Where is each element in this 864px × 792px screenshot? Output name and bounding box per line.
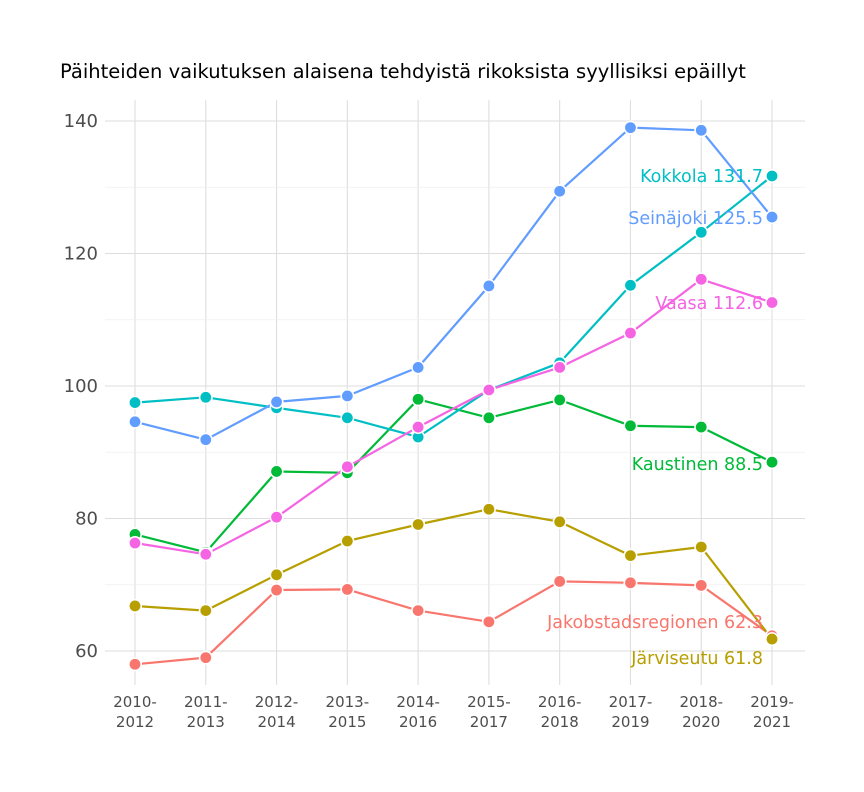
data-point	[552, 514, 567, 529]
series-lines	[134, 126, 773, 666]
y-tick-label: 140	[64, 111, 98, 132]
data-point	[340, 459, 355, 474]
data-point	[269, 394, 284, 409]
data-point	[198, 547, 213, 562]
data-point	[694, 539, 709, 554]
x-tick-label: 2018-2020	[679, 693, 723, 731]
x-axis: 2010-2012 2011-2013 2012-2014 2013-2015 2014…	[113, 693, 794, 731]
data-point	[694, 123, 709, 138]
series-end-labels: Jakobstadsregionen 62.3 Järviseutu 61.8 Ka…	[546, 167, 763, 669]
data-point	[765, 210, 780, 225]
data-point	[694, 578, 709, 593]
series-line	[134, 278, 773, 556]
data-point	[552, 184, 567, 199]
data-point	[765, 632, 780, 647]
data-point	[198, 650, 213, 665]
series-end-label: Kokkola 131.7	[640, 167, 763, 187]
series-end-label: Seinäjoki 125.5	[628, 209, 763, 229]
y-axis: 60 80 100 120 140	[64, 111, 98, 662]
data-point	[411, 603, 426, 618]
data-point	[623, 548, 638, 563]
data-point	[623, 120, 638, 135]
data-point	[269, 583, 284, 598]
x-tick-label: 2014-2016	[396, 693, 440, 731]
x-tick-label: 2019-2021	[750, 693, 794, 731]
data-point	[340, 582, 355, 597]
data-point	[481, 502, 496, 517]
data-point	[694, 420, 709, 435]
data-point	[694, 272, 709, 287]
x-tick-label: 2017-2019	[609, 693, 653, 731]
data-point	[128, 536, 143, 551]
series-end-label: Kaustinen 88.5	[632, 455, 763, 475]
data-point	[269, 567, 284, 582]
data-point	[481, 382, 496, 397]
data-point	[269, 510, 284, 525]
x-tick-label: 2011-2013	[184, 693, 228, 731]
y-tick-label: 100	[64, 376, 98, 397]
data-point	[552, 574, 567, 589]
data-point	[340, 388, 355, 403]
data-point	[411, 517, 426, 532]
data-point	[340, 410, 355, 425]
data-point	[765, 455, 780, 470]
data-point	[411, 420, 426, 435]
data-point	[128, 395, 143, 410]
y-tick-label: 80	[75, 509, 98, 530]
data-point	[481, 410, 496, 425]
data-point	[623, 418, 638, 433]
series-end-label: Järviseutu 61.8	[630, 649, 763, 669]
data-point	[340, 534, 355, 549]
data-point	[623, 278, 638, 293]
data-point	[411, 392, 426, 407]
data-point	[623, 575, 638, 590]
series-line	[134, 175, 773, 439]
series-line	[134, 126, 773, 441]
series-end-label: Jakobstadsregionen 62.3	[546, 613, 763, 633]
data-point	[765, 295, 780, 310]
data-point	[623, 325, 638, 340]
series-line	[134, 508, 773, 640]
data-point	[198, 390, 213, 405]
x-tick-label: 2013-2015	[326, 693, 370, 731]
data-point	[765, 168, 780, 183]
series-end-label: Vaasa 112.6	[655, 294, 763, 314]
series-line	[134, 580, 773, 666]
data-point	[481, 614, 496, 629]
data-point	[552, 392, 567, 407]
data-point	[128, 598, 143, 613]
data-point	[411, 360, 426, 375]
data-point	[198, 603, 213, 618]
data-point	[552, 360, 567, 375]
y-tick-label: 60	[75, 641, 98, 662]
series-line	[134, 398, 773, 554]
x-tick-label: 2015-2017	[467, 693, 511, 731]
data-point	[694, 225, 709, 240]
data-point	[128, 414, 143, 429]
data-point	[481, 278, 496, 293]
series-points	[128, 120, 780, 672]
data-point	[269, 464, 284, 479]
y-tick-label: 120	[64, 244, 98, 265]
x-tick-label: 2016-2018	[538, 693, 582, 731]
data-point	[198, 432, 213, 447]
x-tick-label: 2012-2014	[255, 693, 299, 731]
data-point	[128, 657, 143, 672]
chart-title: Päihteiden vaikutuksen alaisena tehdyist…	[60, 60, 746, 83]
x-tick-label: 2010-2012	[113, 693, 157, 731]
